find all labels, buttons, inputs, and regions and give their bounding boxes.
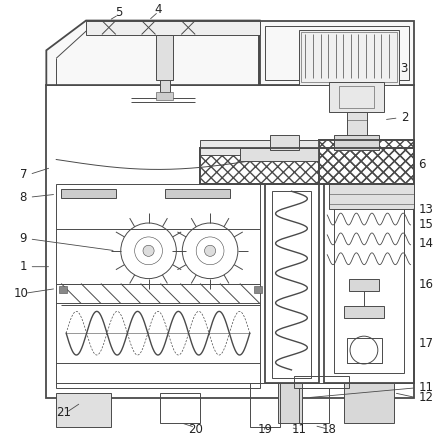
Text: 11: 11 (292, 423, 307, 436)
Text: 12: 12 (419, 391, 433, 404)
Bar (200, 148, 413, 184)
Bar (260, 21, 413, 85)
Text: 8: 8 (20, 191, 27, 204)
Text: 3: 3 (400, 62, 408, 75)
Text: 14: 14 (419, 237, 433, 251)
Bar (329, 82, 384, 112)
Bar (46, 85, 413, 398)
Bar (160, 80, 170, 92)
Bar (301, 32, 396, 82)
Text: 2: 2 (400, 111, 408, 124)
Text: 15: 15 (419, 218, 433, 230)
Text: 16: 16 (419, 278, 433, 291)
Bar (299, 31, 399, 85)
Text: 6: 6 (419, 158, 426, 171)
Bar (347, 112, 367, 137)
Bar (61, 189, 116, 198)
Bar (166, 189, 230, 198)
Text: 7: 7 (20, 168, 27, 181)
Bar (339, 86, 374, 108)
Bar (349, 279, 379, 290)
Text: 1: 1 (20, 260, 27, 273)
Bar (270, 135, 299, 149)
Text: 5: 5 (115, 6, 123, 19)
Bar (86, 21, 260, 35)
Bar (294, 376, 349, 388)
Text: 18: 18 (322, 423, 337, 436)
Bar (160, 393, 200, 423)
Bar (329, 184, 413, 209)
Bar (155, 35, 173, 80)
Text: 4: 4 (155, 3, 162, 16)
Bar (200, 140, 319, 155)
Bar (254, 286, 262, 293)
Bar (265, 184, 319, 383)
Bar (272, 191, 311, 378)
Circle shape (143, 245, 154, 256)
Circle shape (205, 245, 216, 256)
Bar (324, 184, 413, 383)
Text: 9: 9 (20, 233, 27, 245)
Bar (56, 184, 260, 388)
Text: 21: 21 (56, 406, 71, 419)
Text: 13: 13 (419, 203, 433, 215)
Bar (344, 307, 384, 318)
Bar (265, 25, 408, 80)
Text: 19: 19 (257, 423, 272, 436)
Bar (155, 92, 173, 100)
Text: 20: 20 (188, 423, 202, 436)
Bar (319, 140, 413, 184)
Bar (278, 383, 302, 423)
Bar (250, 383, 280, 427)
Bar (240, 148, 319, 162)
Bar (344, 383, 394, 423)
Text: 11: 11 (419, 381, 433, 394)
Bar (334, 135, 379, 149)
Bar (347, 338, 382, 363)
Bar (200, 148, 413, 184)
Text: 10: 10 (14, 287, 28, 300)
Bar (319, 140, 413, 184)
Text: 17: 17 (419, 337, 433, 350)
Bar (334, 194, 404, 373)
Polygon shape (46, 21, 260, 85)
Bar (299, 388, 329, 423)
Bar (59, 286, 67, 293)
Bar (56, 393, 111, 427)
